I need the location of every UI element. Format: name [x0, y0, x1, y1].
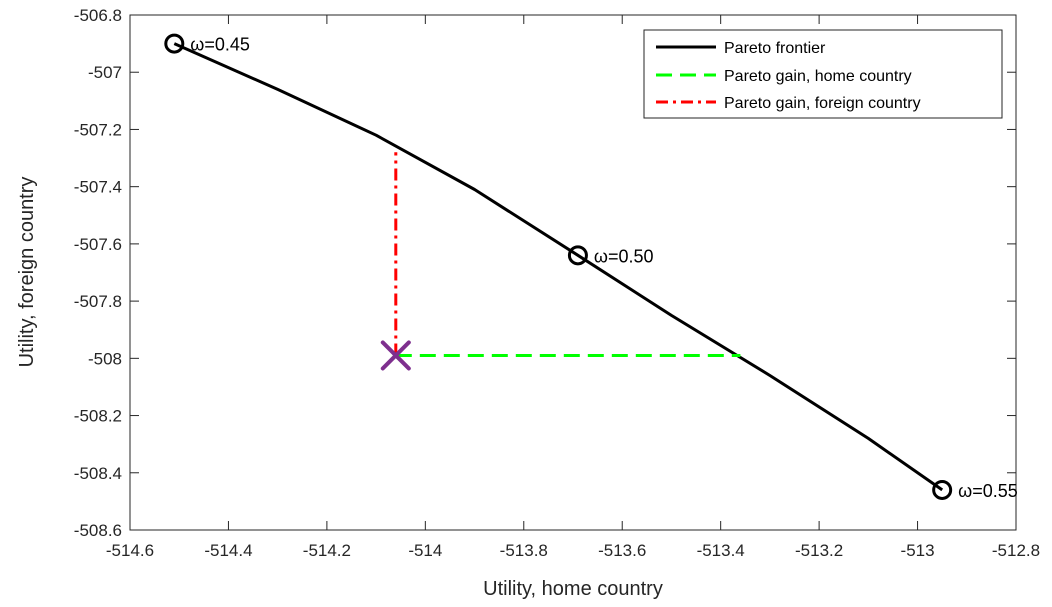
x-tick-label: -513.4 — [697, 541, 745, 560]
y-tick-label: -508.6 — [74, 521, 122, 540]
x-tick-label: -514.6 — [106, 541, 154, 560]
x-tick-label: -513.6 — [598, 541, 646, 560]
legend-label-foreign-gain: Pareto gain, foreign country — [724, 95, 921, 112]
x-tick-label: -514.4 — [204, 541, 252, 560]
y-tick-label: -507.4 — [74, 178, 122, 197]
status-quo-x-marker — [380, 340, 411, 371]
x-tick-label: -513 — [901, 541, 935, 560]
y-tick-label: -507.6 — [74, 235, 122, 254]
x-tick-label: -514 — [408, 541, 442, 560]
y-tick-label: -507.8 — [74, 292, 122, 311]
y-tick-label: -506.8 — [74, 6, 122, 25]
x-axis-label: Utility, home country — [483, 578, 663, 600]
series-line-0 — [173, 42, 944, 492]
x-tick-label: -512.8 — [992, 541, 1040, 560]
x-axis-ticks: -514.6 -514.4 -514.2 -514 -513.8 -513.6 -513.4… — [106, 15, 1040, 560]
omega-label: ω=0.45 — [190, 35, 250, 55]
series-layer — [173, 42, 944, 492]
legend-label-home-gain: Pareto gain, home country — [724, 68, 912, 85]
omega-label: ω=0.50 — [594, 246, 654, 266]
marker-layer: ω=0.45 ω=0.50 ω=0.55 — [164, 33, 1018, 501]
omega-marker — [164, 33, 185, 54]
omega-marker — [567, 245, 588, 266]
x-tick-label: -513.8 — [500, 541, 548, 560]
y-axis-ticks: -506.8 -507 -507.2 -507.4 -507.6 -507.8 -508 -5… — [74, 6, 1016, 540]
y-tick-label: -507.2 — [74, 120, 122, 139]
x-tick-label: -513.2 — [795, 541, 843, 560]
y-tick-label: -508.4 — [74, 464, 122, 483]
y-tick-label: -507 — [88, 63, 122, 82]
x-tick-label: -514.2 — [303, 541, 351, 560]
y-tick-label: -508 — [88, 349, 122, 368]
y-tick-label: -508.2 — [74, 407, 122, 426]
legend-label-frontier: Pareto frontier — [724, 40, 826, 57]
legend: Pareto frontier Pareto gain, home countr… — [643, 29, 1003, 119]
omega-label: ω=0.55 — [958, 481, 1018, 501]
legend-box — [643, 29, 1003, 119]
y-axis-label: Utility, foreign country — [16, 177, 38, 368]
omega-marker — [932, 479, 953, 500]
